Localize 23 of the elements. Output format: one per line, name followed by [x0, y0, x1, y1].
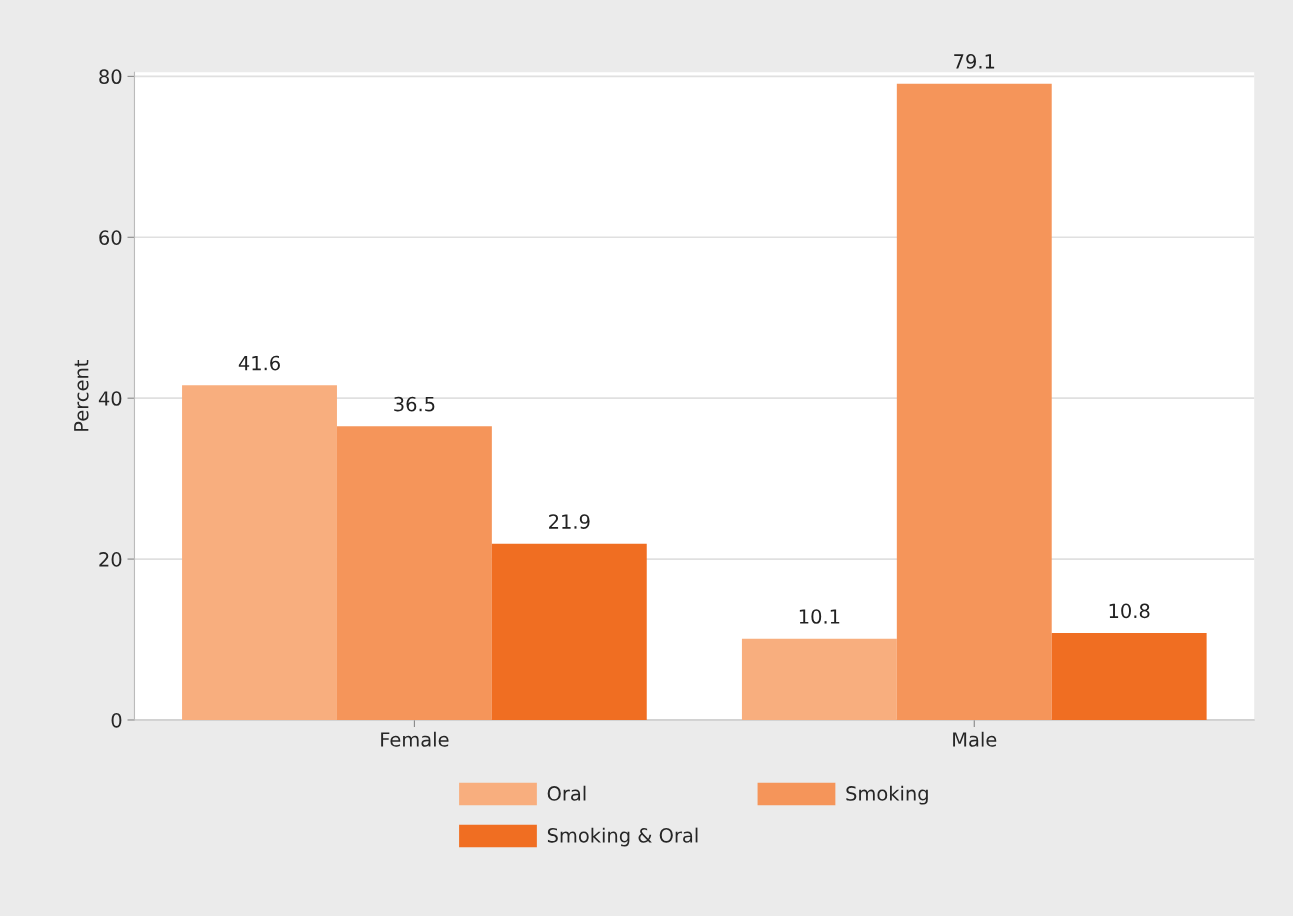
data-label: 10.8: [1109, 603, 1150, 619]
bar: [1051, 633, 1207, 720]
bar: [741, 638, 897, 720]
x-tick-label: Female: [381, 731, 449, 747]
legend-label: Smoking & Oral: [547, 827, 698, 847]
legend-label: Oral: [547, 785, 586, 801]
y-tick-label: 20: [99, 552, 122, 567]
bar: [182, 385, 337, 720]
legend-label: Smoking: [846, 785, 928, 805]
y-tick-label: 40: [98, 391, 122, 406]
data-label: 10.1: [799, 609, 840, 624]
bar: [491, 543, 647, 720]
y-axis-title: Percent: [74, 360, 89, 431]
data-label: 36.5: [394, 396, 435, 412]
data-label: 79.1: [954, 54, 995, 69]
y-tick-label: 80: [99, 69, 122, 85]
bar: [896, 83, 1052, 720]
data-label: 41.6: [238, 355, 280, 371]
y-tick-label: 0: [111, 712, 122, 728]
data-label: 21.9: [549, 514, 590, 529]
x-tick-label: Male: [953, 731, 997, 747]
y-tick-label: 60: [99, 230, 122, 245]
bar: [336, 426, 492, 720]
